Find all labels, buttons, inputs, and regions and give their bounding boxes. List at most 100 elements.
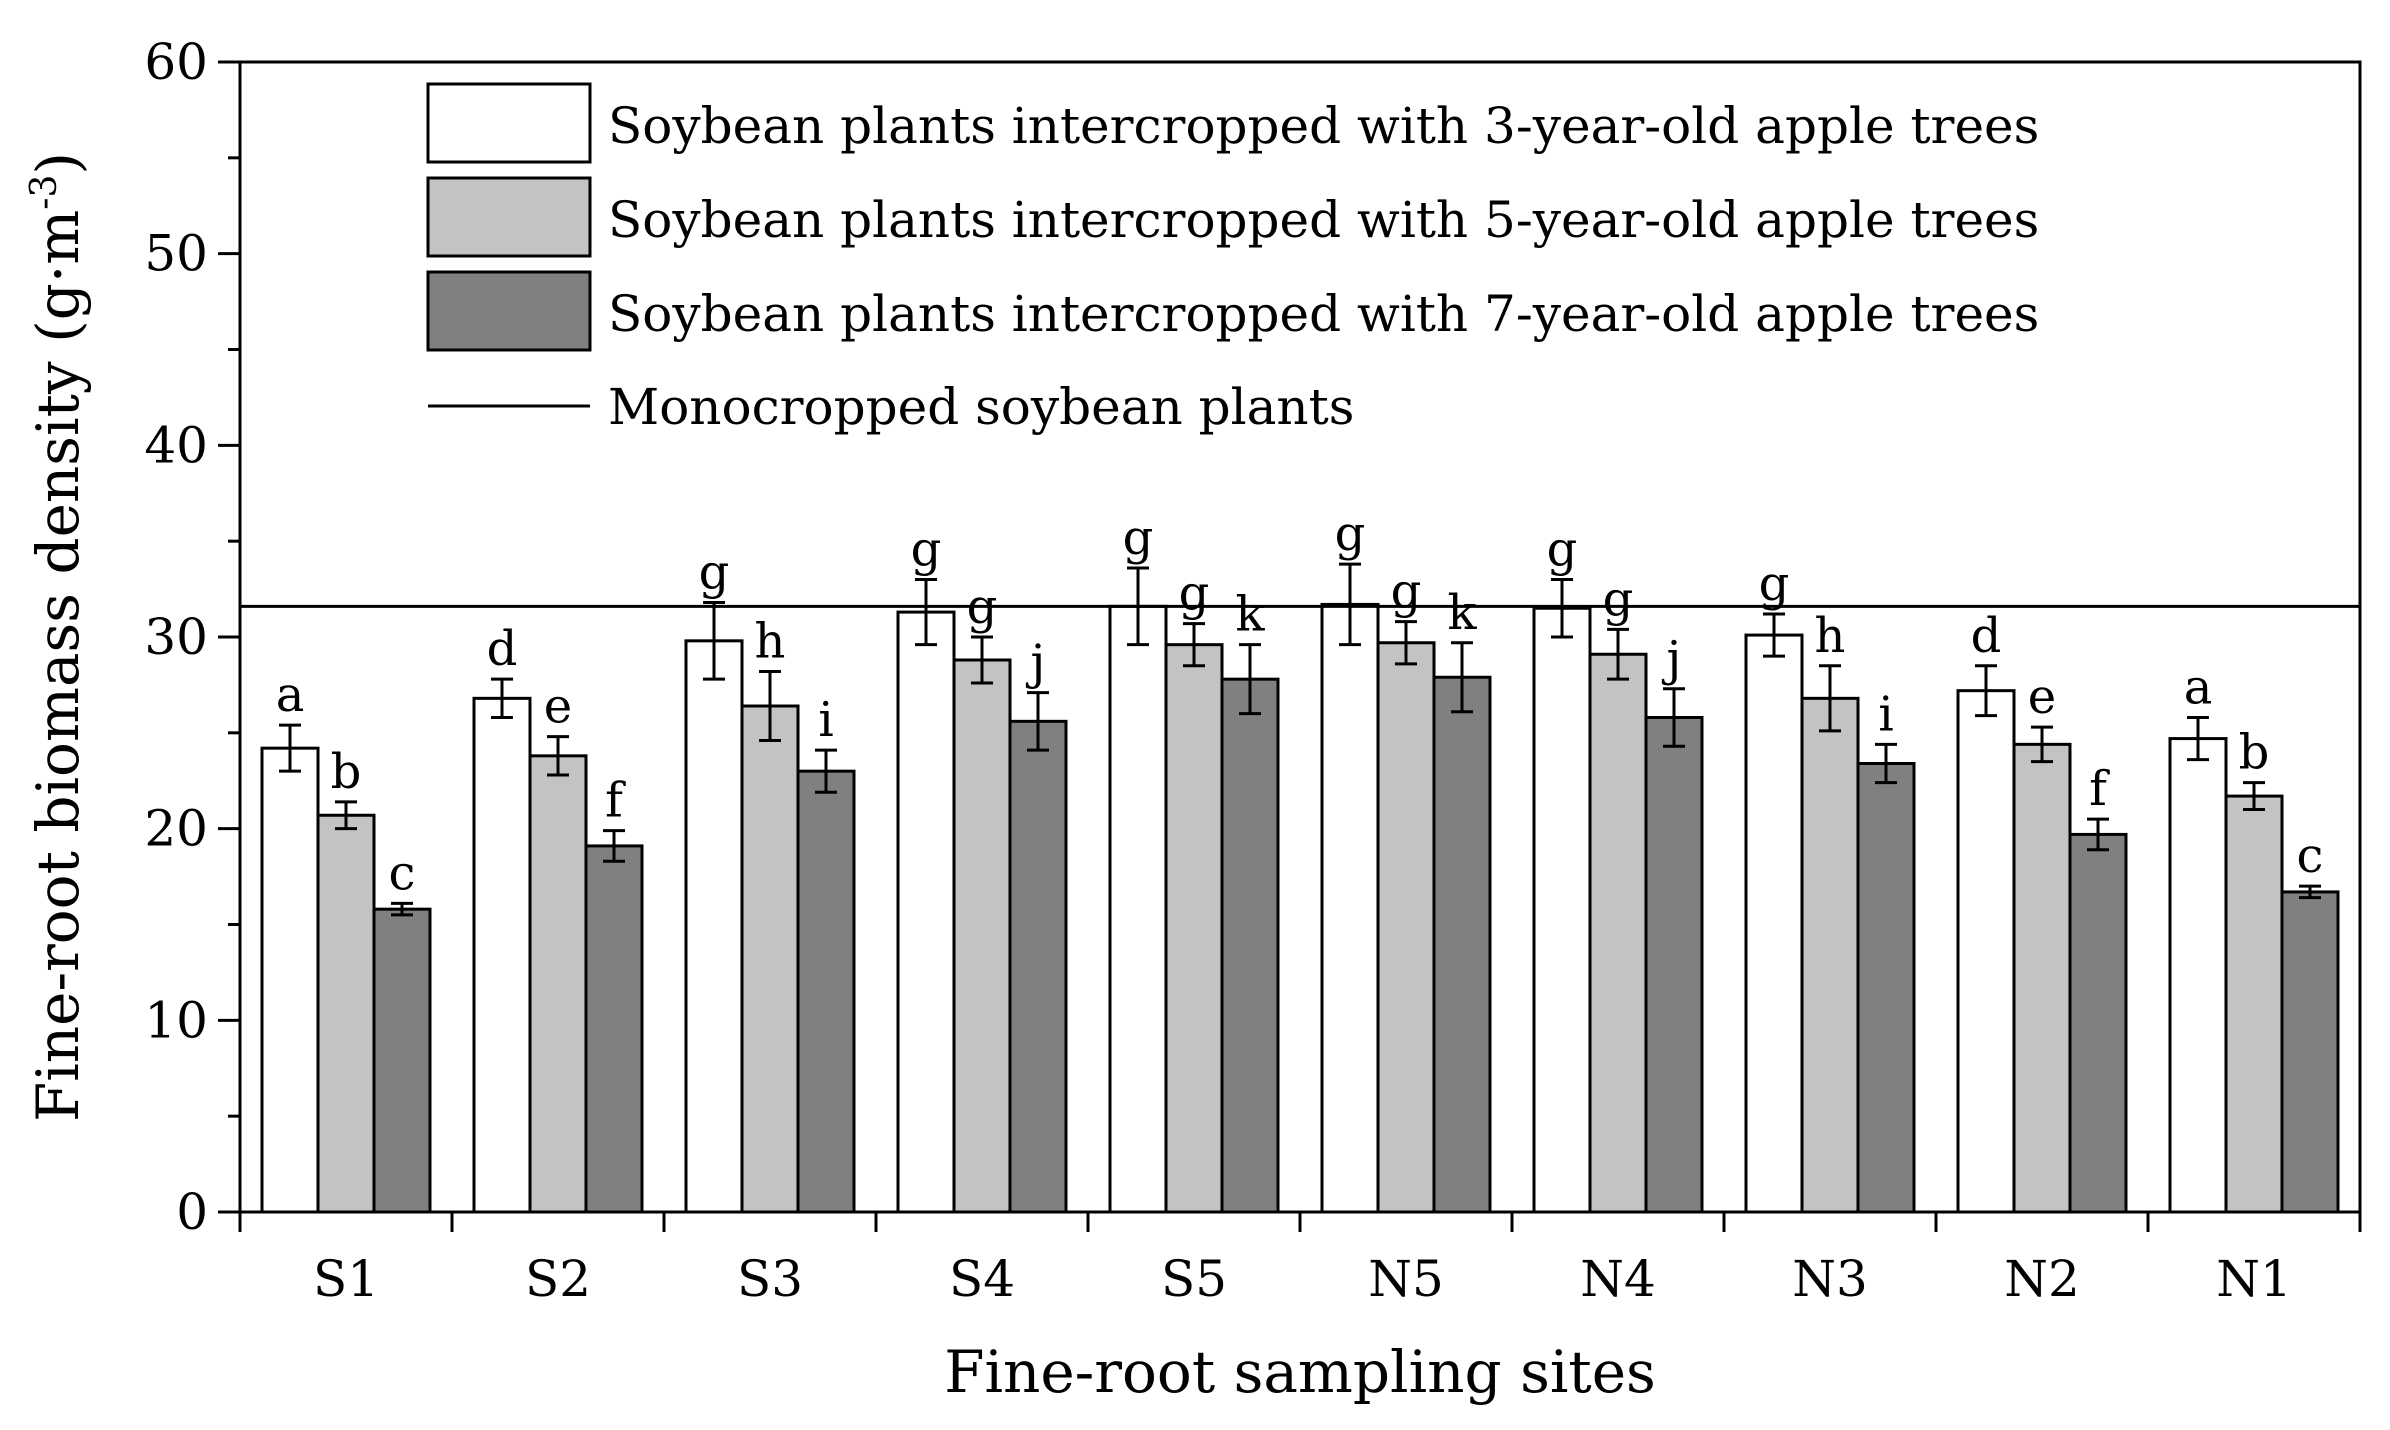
bar-n3-series-0 (1744, 633, 1804, 1214)
error-bar-n3-series-0 (1763, 612, 1785, 658)
error-bar-n4-series-0 (1551, 578, 1573, 639)
y-tick-label-10: 10 (144, 991, 208, 1049)
bar-n5-series-0 (1320, 602, 1380, 1214)
significance-label-n3-series-2: i (1878, 686, 1893, 742)
bar-n3-series-2 (1856, 762, 1916, 1214)
significance-label-s5-series-2: k (1235, 587, 1265, 643)
significance-label-n2-series-1: e (2028, 669, 2056, 725)
x-tick-label-s1: S1 (313, 1250, 379, 1308)
bar-s2-series-1 (528, 754, 588, 1214)
legend-label-7yr: Soybean plants intercropped with 7-year-… (608, 285, 2039, 343)
x-axis: S1 S2 S3 S4 S5 N5 N4 N3 N2 N1 (238, 1212, 2362, 1308)
y-tick-label-50: 50 (144, 225, 208, 283)
significance-label-s3-series-0: g (699, 545, 730, 601)
error-bar-s2-series-2 (603, 829, 625, 863)
bar-n3-series-1 (1800, 696, 1860, 1214)
significance-label-s4-series-1: g (967, 579, 998, 635)
bar-s4-series-1 (952, 658, 1012, 1214)
x-axis-label: Fine-root sampling sites (944, 1338, 1656, 1406)
error-bar-n1-series-0 (2187, 716, 2209, 762)
error-bar-n2-series-2 (2087, 817, 2109, 852)
significance-label-n5-series-2: k (1447, 585, 1477, 641)
bar-s3-series-0 (684, 639, 744, 1214)
bar-s1-series-0 (260, 746, 320, 1214)
bar-n1-series-0 (2168, 737, 2228, 1214)
bar-s2-series-2 (584, 844, 644, 1214)
significance-label-s1-series-2: c (389, 845, 416, 901)
significance-label-s1-series-1: b (331, 744, 362, 800)
bar-s4-series-0 (896, 610, 956, 1214)
bar-n4-series-0 (1532, 606, 1592, 1214)
error-bar-n2-series-1 (2031, 725, 2053, 764)
error-bar-n1-series-2 (2299, 884, 2321, 900)
x-tick-label-s4: S4 (949, 1250, 1015, 1308)
significance-label-n3-series-0: g (1759, 556, 1790, 612)
x-tick-label-n3: N3 (1792, 1250, 1868, 1308)
error-bar-n4-series-1 (1607, 627, 1629, 681)
error-bar-s3-series-0 (703, 601, 725, 681)
y-tick-label-0: 0 (176, 1183, 208, 1241)
error-bar-s1-series-2 (391, 901, 413, 917)
y-tick-label-20: 20 (144, 800, 208, 858)
error-bar-s2-series-1 (547, 735, 569, 777)
error-bar-n2-series-0 (1975, 664, 1997, 718)
y-axis-label: Fine-root biomass density (g·m-3) (24, 152, 92, 1122)
bar-n5-series-2 (1432, 675, 1492, 1214)
bar-s3-series-2 (796, 769, 856, 1214)
bar-s3-series-1 (740, 704, 800, 1214)
y-axis-label-close: ) (24, 152, 92, 175)
significance-label-s5-series-0: g (1123, 510, 1154, 566)
error-bar-n5-series-0 (1339, 562, 1361, 647)
bar-n1-series-2 (2280, 890, 2340, 1214)
significance-label-n2-series-0: d (1971, 608, 2002, 664)
significance-label-s3-series-1: h (755, 614, 786, 670)
significance-label-s2-series-2: f (605, 773, 626, 829)
bar-n2-series-2 (2068, 832, 2128, 1214)
error-bar-s4-series-1 (971, 635, 993, 685)
y-tick-label-30: 30 (144, 608, 208, 666)
significance-label-n1-series-0: a (2184, 660, 2213, 716)
error-bar-s3-series-1 (759, 670, 781, 742)
error-bar-n3-series-1 (1819, 664, 1841, 733)
significance-label-n5-series-0: g (1335, 506, 1366, 562)
bar-s5-series-1 (1164, 643, 1224, 1214)
error-bar-s1-series-0 (279, 723, 301, 773)
significance-label-s4-series-2: j (1026, 635, 1046, 691)
error-bar-s5-series-1 (1183, 622, 1205, 668)
bar-s4-series-2 (1008, 719, 1068, 1214)
bar-n4-series-1 (1588, 652, 1648, 1214)
significance-label-n3-series-1: h (1815, 608, 1846, 664)
bar-n4-series-2 (1644, 716, 1704, 1214)
y-tick-label-40: 40 (144, 416, 208, 474)
y-axis: 0 10 20 30 40 50 60 (144, 33, 240, 1241)
bar-n2-series-1 (2012, 742, 2072, 1214)
error-bar-s5-series-2 (1239, 643, 1261, 716)
error-bar-s2-series-0 (491, 677, 513, 719)
x-tick-label-s2: S2 (525, 1250, 591, 1308)
significance-label-s3-series-2: i (818, 692, 833, 748)
error-bar-n5-series-1 (1395, 620, 1417, 666)
significance-label-n4-series-0: g (1547, 522, 1578, 578)
legend-label-3yr: Soybean plants intercropped with 3-year-… (608, 97, 2039, 155)
legend-swatch-5yr (426, 176, 592, 258)
error-bar-n3-series-2 (1875, 742, 1897, 785)
error-bar-s1-series-1 (335, 800, 357, 831)
significance-label-n5-series-1: g (1391, 564, 1422, 620)
x-tick-label-n1: N1 (2216, 1250, 2292, 1308)
error-bar-n1-series-1 (2243, 781, 2265, 811)
x-tick-label-s3: S3 (737, 1250, 803, 1308)
significance-label-n1-series-2: c (2297, 828, 2324, 884)
bar-s5-series-2 (1220, 677, 1280, 1214)
bar-s1-series-2 (372, 907, 432, 1214)
significance-label-s1-series-0: a (276, 667, 305, 723)
significance-label-n2-series-2: f (2089, 761, 2110, 817)
bar-s1-series-1 (316, 813, 376, 1214)
x-tick-label-n2: N2 (2004, 1250, 2080, 1308)
bar-n1-series-1 (2224, 794, 2284, 1214)
x-tick-label-s5: S5 (1161, 1250, 1227, 1308)
error-bar-s4-series-2 (1027, 691, 1049, 752)
x-tick-label-n5: N5 (1368, 1250, 1444, 1308)
legend-swatch-7yr (426, 270, 592, 352)
